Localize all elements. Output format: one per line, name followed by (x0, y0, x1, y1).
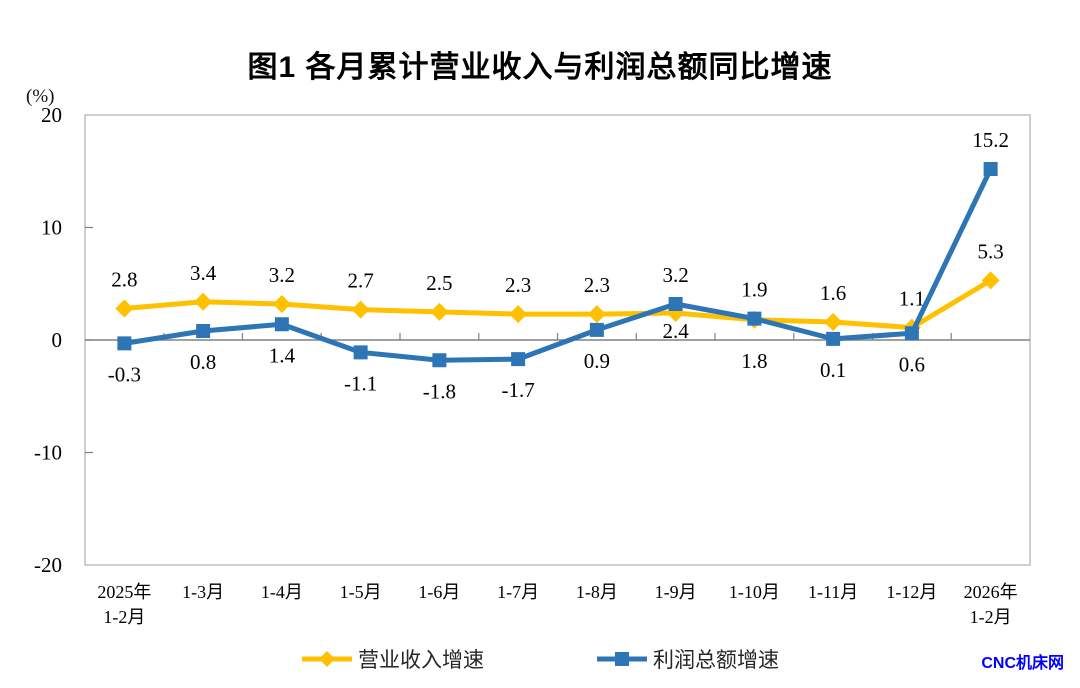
y-axis-label: 20 (41, 103, 62, 127)
data-label-revenue: 2.5 (426, 271, 452, 295)
square-data-point-marker (196, 324, 211, 338)
y-axis-label: -20 (34, 553, 62, 577)
x-axis-label: 1-10月 (729, 582, 780, 602)
x-axis-label: 1-5月 (340, 582, 382, 602)
x-axis-label: 1-12月 (886, 582, 937, 602)
y-axis-label: 10 (41, 216, 62, 240)
data-label-profit: -0.3 (108, 362, 141, 386)
data-label-revenue: 3.2 (269, 263, 295, 287)
x-axis-label: 1-7月 (497, 582, 539, 602)
square-data-point-marker (353, 345, 368, 360)
diamond-marker-icon (319, 651, 335, 667)
x-axis-label: 2025年 1-2月 (97, 582, 151, 627)
data-label-revenue: 2.8 (111, 268, 137, 292)
x-axis-label: 1-9月 (655, 582, 697, 602)
x-axis-label: 1-3月 (182, 582, 224, 602)
square-data-point-marker (432, 353, 447, 368)
square-data-point-marker (826, 331, 841, 346)
square-data-point-marker (117, 336, 132, 351)
diamond-data-point-marker (587, 305, 606, 324)
diamond-data-point-marker (272, 295, 291, 313)
legend-label-revenue: 营业收入增速 (358, 649, 484, 672)
data-label-revenue: 2.3 (505, 273, 531, 297)
profit-series-swatch-icon (597, 652, 647, 666)
y-axis-label: 0 (52, 328, 63, 352)
legend-item-profit: 利润总额增速 (596, 644, 779, 674)
diamond-data-point-marker (430, 302, 449, 321)
diamond-data-point-marker (115, 299, 134, 318)
x-axis-label: 1-11月 (808, 582, 858, 602)
data-label-profit: 0.9 (584, 349, 610, 373)
chart-legend: 营业收入增速 利润总额增速 (0, 644, 1080, 674)
y-axis-label: -10 (34, 441, 62, 465)
x-axis-label: 1-8月 (576, 582, 618, 602)
data-label-profit: -1.8 (423, 379, 456, 403)
x-axis-label: 1-4月 (261, 582, 303, 602)
square-data-point-marker (511, 352, 526, 367)
line-chart-plot: 20 10 0 -10 -20 2025年 1-2月 1-3月 1-4月 1-5月 1-6月 1-7月… (34, 103, 1031, 627)
data-label-revenue: 2.7 (348, 269, 374, 293)
data-label-profit: 1.9 (741, 278, 767, 302)
series-line-revenue (121, 277, 994, 331)
legend-item-revenue: 营业收入增速 (301, 644, 484, 674)
data-label-profit: 15.2 (972, 128, 1009, 152)
data-label-revenue: 2.3 (584, 273, 610, 297)
data-label-profit: 1.4 (269, 343, 296, 367)
data-label-revenue: 3.4 (190, 261, 217, 285)
legend-label-profit: 利润总额增速 (653, 649, 779, 672)
diamond-data-point-marker (824, 313, 843, 331)
y-axis-unit-label: (%) (26, 86, 55, 107)
square-data-point-marker (747, 311, 762, 326)
series-line-profit (121, 166, 994, 363)
x-axis-label: 2026年 1-2月 (964, 582, 1018, 627)
data-label-profit: 0.6 (899, 352, 925, 376)
diamond-data-point-marker (194, 292, 213, 311)
data-label-revenue: 1.1 (899, 287, 925, 311)
square-data-point-marker (274, 317, 289, 332)
data-label-profit: 3.2 (663, 263, 689, 287)
data-label-revenue: 5.3 (978, 239, 1004, 263)
revenue-series-swatch-icon (302, 651, 352, 667)
data-label-profit: 0.8 (190, 350, 216, 374)
data-label-profit: -1.1 (344, 371, 377, 395)
square-data-point-marker (589, 322, 604, 337)
square-data-point-marker (668, 297, 683, 311)
diamond-data-point-marker (509, 305, 528, 324)
data-label-revenue: 1.6 (820, 281, 846, 305)
square-data-point-marker (983, 162, 998, 176)
square-marker-icon (615, 652, 629, 666)
diamond-data-point-marker (351, 300, 370, 319)
x-axis-label: 1-6月 (418, 582, 460, 602)
data-label-profit: 0.1 (820, 358, 846, 382)
data-label-profit: -1.7 (502, 378, 535, 402)
data-label-revenue: 1.8 (741, 349, 767, 373)
chart-title: 图1 各月累计营业收入与利润总额同比增速 (247, 51, 833, 84)
data-label-revenue: 2.4 (663, 319, 690, 343)
diamond-data-point-marker (981, 271, 1000, 290)
watermark: CNC机床网 (981, 655, 1064, 672)
square-data-point-marker (904, 326, 919, 341)
